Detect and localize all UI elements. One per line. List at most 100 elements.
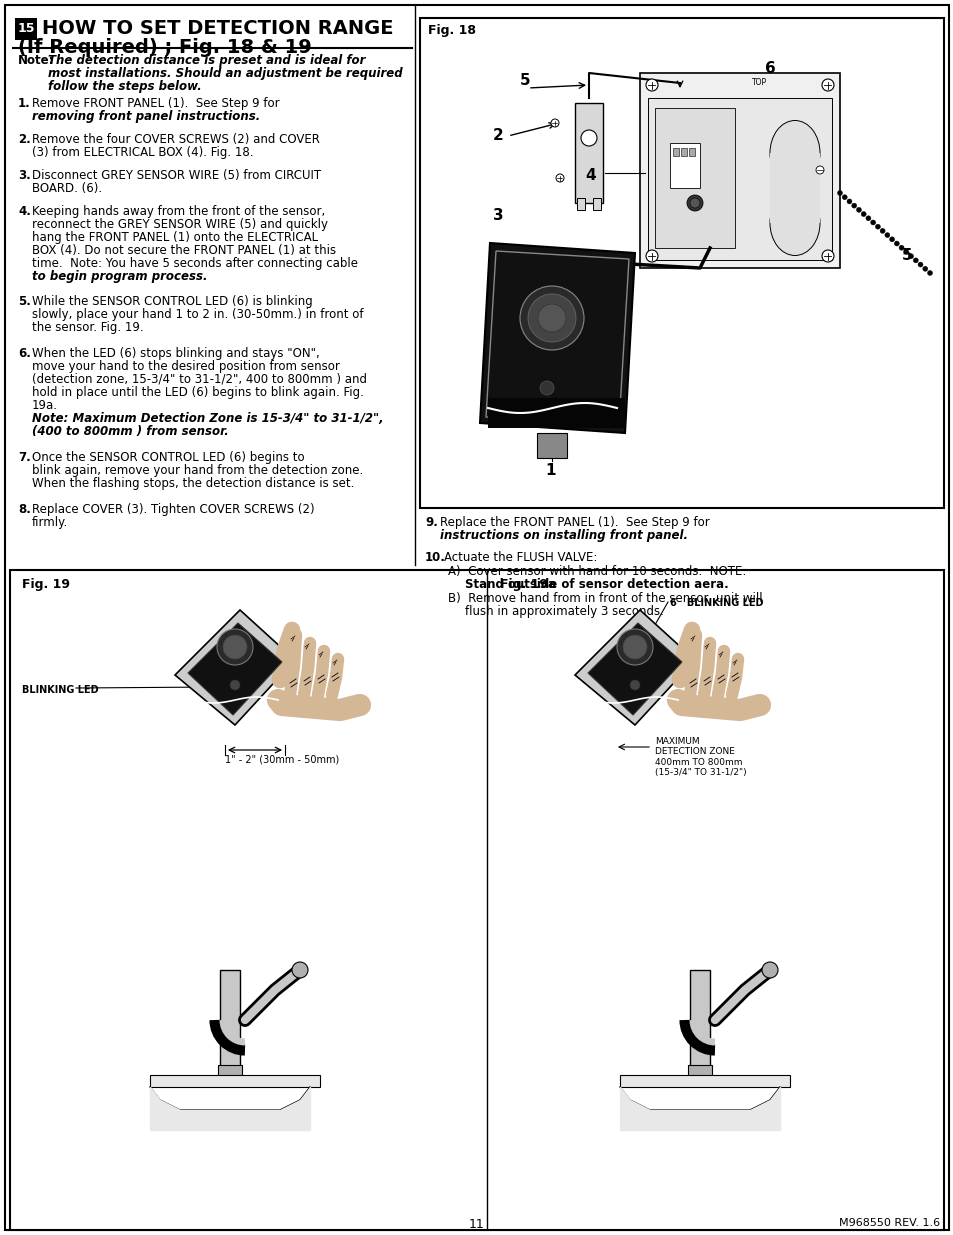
Text: MAXIMUM
DETECTION ZONE
400mm TO 800mm
(15-3/4" TO 31-1/2"): MAXIMUM DETECTION ZONE 400mm TO 800mm (1… <box>655 737 746 777</box>
Text: 6   BLINKING LED: 6 BLINKING LED <box>669 598 762 608</box>
Text: 19a.: 19a. <box>32 399 58 412</box>
Text: The detection distance is preset and is ideal for: The detection distance is preset and is … <box>48 54 365 67</box>
Text: removing front panel instructions.: removing front panel instructions. <box>32 110 260 124</box>
Bar <box>220 969 240 1070</box>
Circle shape <box>622 635 646 659</box>
Circle shape <box>815 165 823 174</box>
Circle shape <box>580 130 597 146</box>
Text: follow the steps below.: follow the steps below. <box>48 80 201 93</box>
Text: When the flashing stops, the detection distance is set.: When the flashing stops, the detection d… <box>32 477 354 490</box>
Text: 3: 3 <box>493 207 503 224</box>
Circle shape <box>893 241 899 246</box>
Text: 1.: 1. <box>18 98 30 110</box>
Text: 2.: 2. <box>18 133 30 146</box>
Text: blink again, remove your hand from the detection zone.: blink again, remove your hand from the d… <box>32 464 363 477</box>
Bar <box>577 198 584 210</box>
Text: 6: 6 <box>764 61 775 77</box>
Circle shape <box>539 382 554 395</box>
Text: When the LED (6) stops blinking and stays "ON",: When the LED (6) stops blinking and stay… <box>32 347 319 359</box>
Text: Note: Maximum Detection Zone is 15-3/4" to 31-1/2",: Note: Maximum Detection Zone is 15-3/4" … <box>32 412 383 425</box>
Text: Note:: Note: <box>18 54 54 67</box>
Text: Once the SENSOR CONTROL LED (6) begins to: Once the SENSOR CONTROL LED (6) begins t… <box>32 451 304 464</box>
Bar <box>669 143 700 188</box>
Circle shape <box>519 287 583 350</box>
Text: (If Required) ; Fig. 18 & 19: (If Required) ; Fig. 18 & 19 <box>18 38 312 57</box>
Circle shape <box>617 629 652 664</box>
Polygon shape <box>174 610 294 725</box>
Text: 10.: 10. <box>424 551 445 564</box>
Text: firmly.: firmly. <box>32 516 69 529</box>
Circle shape <box>216 629 253 664</box>
Circle shape <box>898 246 903 251</box>
Circle shape <box>223 635 247 659</box>
Circle shape <box>821 249 833 262</box>
Bar <box>769 153 820 224</box>
Text: move your hand to the desired position from sensor: move your hand to the desired position f… <box>32 359 339 373</box>
Circle shape <box>856 207 861 212</box>
Circle shape <box>851 203 856 209</box>
Bar <box>639 73 840 268</box>
Circle shape <box>556 174 563 182</box>
Polygon shape <box>188 622 282 715</box>
Bar <box>15 19 37 40</box>
Bar <box>10 571 943 1230</box>
Circle shape <box>926 270 931 275</box>
Text: 4.: 4. <box>18 205 30 219</box>
Bar <box>537 433 566 458</box>
Circle shape <box>907 253 913 258</box>
Text: 6.: 6. <box>18 347 30 359</box>
Circle shape <box>902 249 908 254</box>
Text: Fig. 19: Fig. 19 <box>22 578 70 592</box>
Text: 8.: 8. <box>18 503 30 516</box>
Text: 15: 15 <box>17 22 34 36</box>
Bar <box>688 148 695 156</box>
Bar <box>672 148 679 156</box>
Circle shape <box>551 119 558 127</box>
Bar <box>687 1065 711 1077</box>
Text: time.  Note: You have 5 seconds after connecting cable: time. Note: You have 5 seconds after con… <box>32 257 357 270</box>
Bar <box>647 98 831 261</box>
Text: HOW TO SET DETECTION RANGE: HOW TO SET DETECTION RANGE <box>42 19 393 38</box>
Text: (detection zone, 15-3/4" to 31-1/2", 400 to 800mm ) and: (detection zone, 15-3/4" to 31-1/2", 400… <box>32 373 367 387</box>
Text: slowly, place your hand 1 to 2 in. (30-50mm.) in front of: slowly, place your hand 1 to 2 in. (30-5… <box>32 308 363 321</box>
Text: 3.: 3. <box>18 169 30 182</box>
Circle shape <box>846 199 851 204</box>
Text: instructions on installing front panel.: instructions on installing front panel. <box>439 529 687 542</box>
Text: 5: 5 <box>519 73 530 88</box>
Ellipse shape <box>769 190 820 256</box>
Text: 9.: 9. <box>424 516 437 529</box>
Text: BOX (4). Do not secure the FRONT PANEL (1) at this: BOX (4). Do not secure the FRONT PANEL (… <box>32 245 335 257</box>
Circle shape <box>841 195 846 200</box>
Ellipse shape <box>769 121 820 185</box>
Polygon shape <box>575 610 695 725</box>
Circle shape <box>861 211 865 216</box>
Circle shape <box>645 249 658 262</box>
Bar <box>575 103 602 203</box>
Text: (3) from ELECTRICAL BOX (4). Fig. 18.: (3) from ELECTRICAL BOX (4). Fig. 18. <box>32 146 253 159</box>
Text: Stand outside of sensor detection aera.: Stand outside of sensor detection aera. <box>464 578 728 592</box>
Bar <box>655 107 734 248</box>
Bar <box>689 969 709 1070</box>
Circle shape <box>889 237 894 242</box>
Text: Remove FRONT PANEL (1).  See Step 9 for: Remove FRONT PANEL (1). See Step 9 for <box>32 98 279 110</box>
Circle shape <box>875 225 880 230</box>
Bar <box>218 1065 242 1077</box>
Text: BLINKING LED: BLINKING LED <box>22 685 98 695</box>
Text: Replace the FRONT PANEL (1).  See Step 9 for: Replace the FRONT PANEL (1). See Step 9 … <box>439 516 709 529</box>
Text: Actuate the FLUSH VALVE:: Actuate the FLUSH VALVE: <box>443 551 597 564</box>
Circle shape <box>922 267 926 272</box>
Circle shape <box>761 962 778 978</box>
Bar <box>680 148 686 156</box>
Text: While the SENSOR CONTROL LED (6) is blinking: While the SENSOR CONTROL LED (6) is blin… <box>32 295 313 308</box>
Text: the sensor. Fig. 19.: the sensor. Fig. 19. <box>32 321 144 333</box>
Circle shape <box>917 262 923 267</box>
Circle shape <box>884 232 889 237</box>
Circle shape <box>689 198 700 207</box>
Circle shape <box>865 216 870 221</box>
Bar <box>488 398 624 429</box>
Text: flush in approximately 3 seconds.: flush in approximately 3 seconds. <box>464 605 663 618</box>
Bar <box>419 19 943 508</box>
Circle shape <box>870 220 875 225</box>
Text: Keeping hands away from the front of the sensor,: Keeping hands away from the front of the… <box>32 205 325 219</box>
Text: B)  Remove hand from in front of the sensor, unit will: B) Remove hand from in front of the sens… <box>448 592 761 605</box>
